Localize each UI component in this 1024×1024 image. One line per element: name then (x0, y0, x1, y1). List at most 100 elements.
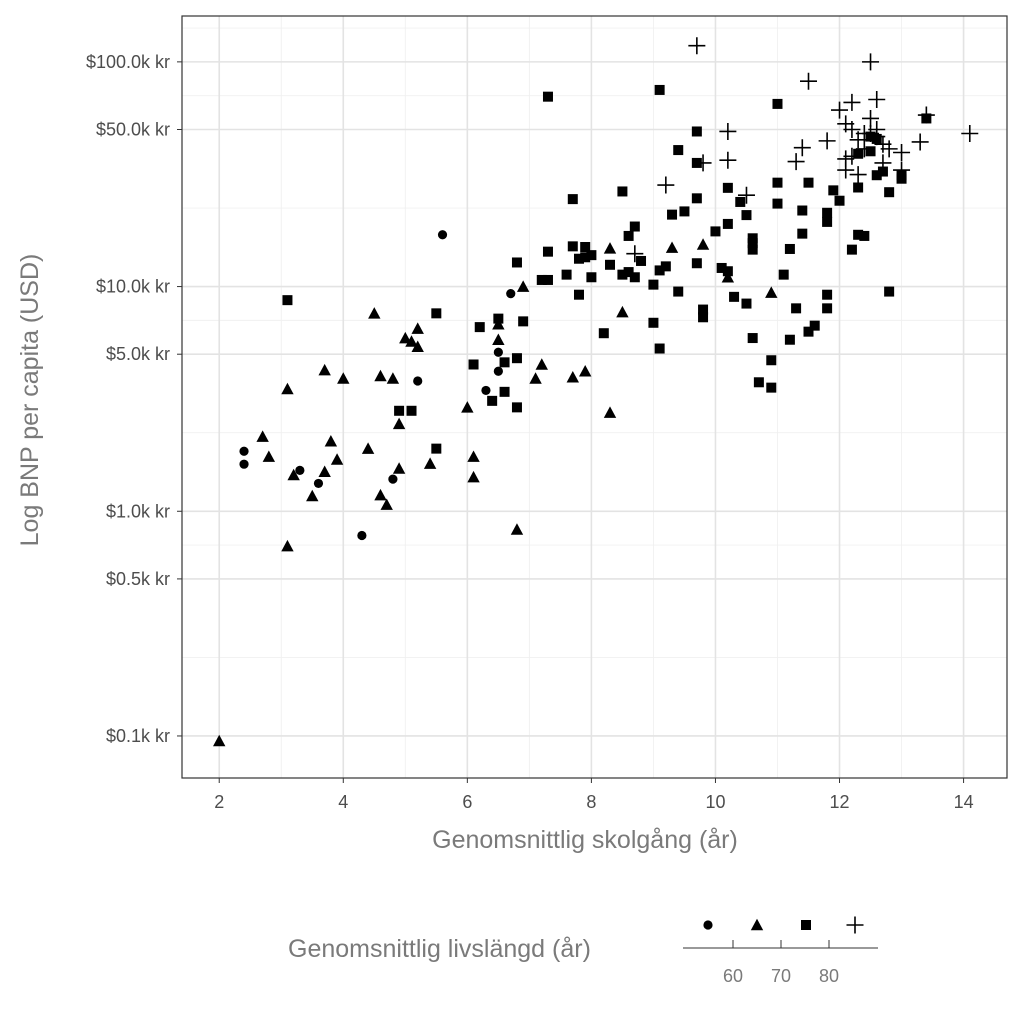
data-point-square (884, 286, 895, 297)
legend-scale-label: 60 (723, 966, 743, 986)
data-point-plus (831, 101, 849, 119)
data-point-triangle (392, 462, 406, 474)
legend-keys (703, 916, 864, 934)
legend-title: Genomsnittlig livslängd (år) (288, 935, 591, 963)
data-point-square (617, 269, 628, 280)
data-point-square (698, 304, 709, 315)
data-point-square (629, 272, 640, 283)
data-point-triangle (529, 372, 542, 384)
y-axis-title: Log BNP per capita (USD) (16, 254, 44, 547)
data-point-square (542, 246, 553, 257)
data-point-square (511, 353, 522, 364)
x-tick-label: 10 (705, 792, 725, 812)
data-point-triangle (510, 523, 524, 535)
data-point-triangle (516, 280, 530, 292)
data-point-triangle (411, 322, 424, 334)
data-point-square (629, 221, 640, 232)
data-point-square (722, 266, 733, 277)
data-point-circle (493, 347, 503, 357)
data-point-triangle (665, 241, 679, 253)
x-tick-label: 4 (338, 792, 348, 812)
legend-key-triangle (750, 918, 764, 931)
y-tick-label: $100.0k kr (86, 52, 170, 72)
data-point-square (722, 182, 733, 193)
data-point-square (716, 262, 727, 273)
data-point-square (698, 312, 709, 323)
data-point-triangle (467, 450, 480, 462)
data-point-plus (657, 176, 675, 194)
data-point-square (573, 289, 584, 300)
data-point-square (567, 241, 578, 252)
data-point-square (468, 359, 479, 370)
data-point-square (834, 195, 845, 206)
data-point-square (896, 173, 907, 184)
data-point-triangle (374, 488, 387, 501)
x-tick-label: 2 (214, 792, 224, 812)
data-point-square (766, 355, 777, 366)
data-point-square (784, 243, 795, 254)
data-point-triangle (262, 450, 276, 462)
data-point-triangle (318, 363, 331, 376)
data-point-square (747, 233, 758, 244)
data-point-square (542, 91, 553, 102)
data-point-square (741, 298, 752, 309)
data-point-square (542, 274, 553, 285)
data-point-circle (481, 385, 491, 396)
data-point-triangle (616, 305, 629, 318)
data-point-square (865, 146, 876, 157)
data-point-square (691, 258, 702, 269)
data-point-triangle (318, 465, 331, 477)
y-tick-label: $1.0k kr (106, 501, 170, 521)
data-point-triangle (281, 382, 294, 395)
legend-scale-label: 70 (771, 966, 791, 986)
data-point-square (654, 265, 665, 276)
data-points (213, 37, 979, 747)
data-point-plus (818, 132, 836, 150)
data-point-triangle (535, 358, 548, 370)
data-point-circle (239, 446, 249, 456)
data-point-plus (849, 166, 867, 184)
data-point-square (623, 230, 634, 241)
data-point-square (431, 443, 442, 454)
data-point-triangle (423, 457, 437, 469)
data-point-triangle (492, 333, 505, 345)
data-point-triangle (411, 340, 424, 352)
data-point-square (605, 259, 616, 270)
data-point-square (772, 98, 783, 109)
data-point-triangle (765, 286, 778, 298)
data-point-plus (862, 109, 880, 127)
x-axis-title: Genomsnittlig skolgång (år) (432, 826, 738, 854)
data-point-triangle (603, 242, 617, 254)
data-point-square (741, 210, 752, 221)
data-point-circle (506, 289, 516, 299)
data-point-triangle (721, 271, 735, 283)
data-point-plus (800, 72, 818, 90)
data-point-plus (893, 161, 911, 179)
data-point-triangle (461, 401, 474, 413)
data-point-triangle (566, 371, 579, 383)
data-point-triangle (361, 442, 375, 454)
data-point-square (859, 230, 870, 241)
data-point-square (474, 322, 485, 333)
data-point-circle (313, 478, 324, 489)
data-point-circle (388, 474, 398, 484)
data-point-plus (626, 245, 644, 263)
y-tick-label: $0.5k kr (106, 569, 170, 589)
data-point-square (282, 295, 293, 306)
minor-gridlines (182, 16, 1007, 778)
data-point-square (853, 182, 864, 193)
data-point-plus (868, 91, 886, 109)
data-point-circle (493, 366, 503, 376)
data-point-square (797, 228, 808, 239)
data-point-square (431, 308, 442, 319)
data-point-triangle (405, 335, 418, 347)
data-point-square (846, 244, 857, 255)
data-point-square (679, 206, 690, 217)
data-point-plus (893, 144, 911, 162)
data-point-square (747, 333, 758, 344)
y-tick-label: $50.0k kr (96, 120, 170, 140)
data-point-square (567, 194, 578, 205)
data-point-triangle (306, 489, 319, 502)
data-point-triangle (386, 372, 400, 384)
data-point-square (673, 145, 684, 156)
